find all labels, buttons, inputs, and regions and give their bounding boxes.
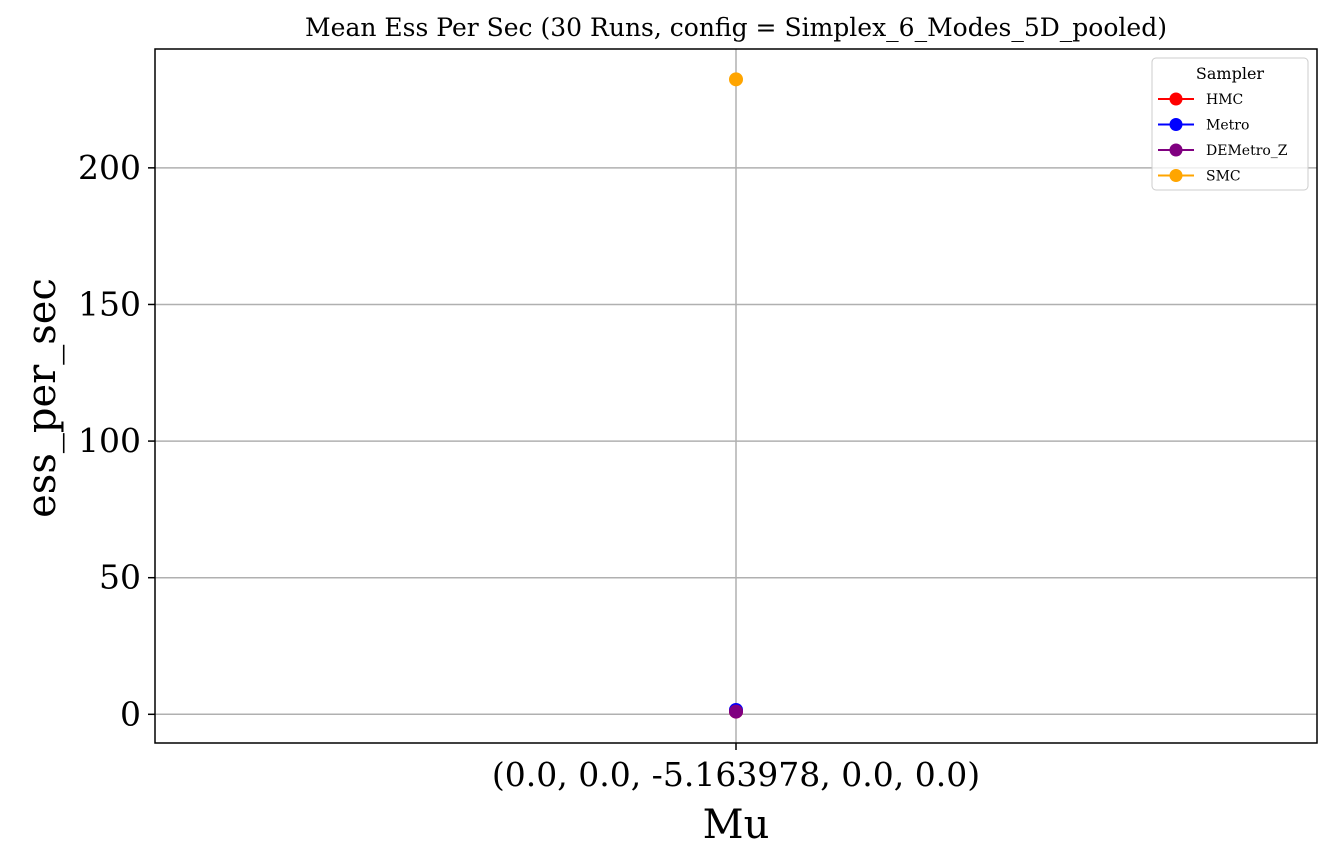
y-axis-label: ess_per_sec <box>19 278 65 518</box>
y-tick-label: 50 <box>99 558 141 597</box>
legend-item-metro: Metro <box>1158 118 1249 134</box>
legend: Sampler HMC Metro DEMetro_Z SMC <box>1151 57 1309 191</box>
legend-label: SMC <box>1206 169 1241 185</box>
x-axis-label: Mu <box>703 802 770 848</box>
y-tick-label: 0 <box>120 694 141 733</box>
legend-marker <box>1169 143 1183 157</box>
legend-label: Metro <box>1206 118 1249 134</box>
y-tick-label: 100 <box>78 421 141 460</box>
grid-lines <box>155 49 1317 743</box>
legend-marker <box>1169 169 1183 182</box>
point-smc <box>729 72 743 87</box>
x-tick-label: (0.0, 0.0, -5.163978, 0.0, 0.0) <box>492 755 980 794</box>
legend-title: Sampler <box>1196 64 1265 83</box>
legend-box <box>1151 57 1309 191</box>
legend-label: HMC <box>1206 92 1243 108</box>
y-axis-ticks: 0 50 100 150 200 <box>78 148 155 733</box>
point-demetro-z <box>729 704 743 719</box>
legend-marker <box>1169 118 1183 131</box>
legend-marker <box>1169 92 1183 106</box>
legend-item-demetro-z: DEMetro_Z <box>1158 143 1288 159</box>
legend-label: DEMetro_Z <box>1206 143 1288 159</box>
y-tick-label: 200 <box>78 148 141 187</box>
chart-title: Mean Ess Per Sec (30 Runs, config = Simp… <box>305 13 1167 42</box>
data-points <box>729 72 743 719</box>
x-axis-ticks: (0.0, 0.0, -5.163978, 0.0, 0.0) <box>492 743 980 794</box>
y-tick-label: 150 <box>78 284 141 323</box>
legend-item-smc: SMC <box>1158 169 1241 185</box>
legend-items: HMC Metro DEMetro_Z SMC <box>1158 92 1288 185</box>
legend-item-hmc: HMC <box>1158 92 1243 108</box>
